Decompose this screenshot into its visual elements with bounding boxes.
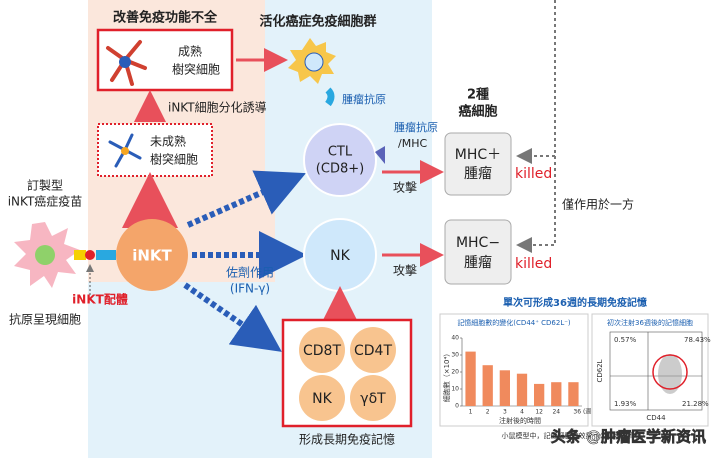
memory-title: 形成長期免疫記憶 bbox=[299, 432, 395, 447]
x-tick-label: 24 bbox=[552, 409, 560, 416]
arrow bbox=[183, 282, 282, 352]
memory-cell-label: NK bbox=[312, 391, 332, 407]
memory-cell bbox=[350, 327, 396, 373]
immature-box bbox=[97, 123, 213, 177]
attack-label: 攻擊 bbox=[393, 180, 417, 195]
arrow bbox=[186, 170, 306, 228]
inset-xlabel: 注射後的時間 bbox=[499, 416, 541, 425]
y-tick-label: 0 bbox=[455, 403, 459, 410]
mhc-neg-label: 腫瘤 bbox=[464, 254, 492, 271]
inkt-cell bbox=[116, 219, 188, 291]
mature-label: 樹突細胞 bbox=[172, 62, 220, 77]
differentiation-label: iNKT細胞分化誘導 bbox=[168, 101, 267, 115]
mhc-pos-label: 腫瘤 bbox=[464, 165, 492, 182]
ligand-label: iNKT配體 bbox=[72, 292, 128, 307]
ctl-label: (CD8+) bbox=[316, 162, 364, 177]
scatter-xlabel: CD44 bbox=[646, 414, 666, 422]
apc-nucleus bbox=[35, 245, 55, 265]
y-tick-label: 30 bbox=[451, 352, 459, 359]
improve-title: 改善免疫功能不全 bbox=[113, 10, 218, 26]
x-tick-label: 36 (週) bbox=[573, 408, 593, 416]
x-tick-label: 2 bbox=[486, 409, 490, 416]
bar bbox=[482, 365, 493, 406]
antigen-mhc-label: 腫瘤抗原 bbox=[394, 120, 438, 134]
memory-cell-label: CD4T bbox=[354, 343, 392, 359]
memory-cell bbox=[299, 375, 345, 421]
bar bbox=[534, 383, 545, 406]
vaccine-label: iNKT癌症疫苗 bbox=[8, 194, 83, 209]
memory-cell bbox=[350, 375, 396, 421]
nucleus bbox=[304, 52, 324, 72]
bar bbox=[499, 370, 510, 406]
bar bbox=[551, 382, 562, 406]
x-tick-label: 12 bbox=[535, 409, 543, 416]
killed-label: killed bbox=[515, 256, 552, 272]
mhc-neg-label: MHC− bbox=[456, 235, 500, 251]
y-tick-label: 20 bbox=[451, 369, 459, 376]
killed-label: killed bbox=[515, 166, 552, 182]
antigen-mhc-label: /MHC bbox=[398, 137, 427, 150]
immature-cell-icon bbox=[108, 133, 142, 168]
memory-cell-label: γδT bbox=[360, 391, 386, 407]
inset-ylabel: 細胞數（×10⁴） bbox=[442, 350, 451, 403]
quadrant-label: 1.93% bbox=[614, 400, 637, 408]
memory-cell-label: CD8T bbox=[303, 343, 341, 359]
quadrant-label: 78.43% bbox=[684, 336, 711, 344]
inkt-label: iNKT bbox=[132, 247, 172, 265]
mhc-pos-label: MHC＋ bbox=[455, 147, 501, 163]
scatter-ylabel: CD62L bbox=[596, 359, 604, 382]
y-tick-label: 10 bbox=[451, 386, 459, 393]
quadrant-label: 21.28% bbox=[682, 400, 709, 408]
inset-panel bbox=[439, 313, 589, 427]
memory-cell bbox=[299, 327, 345, 373]
tcr-icon bbox=[375, 146, 385, 164]
inset-left-title: 記憶細胞數的變化(CD44⁺ CD62L⁻) bbox=[457, 318, 571, 327]
immature-label: 未成熟 bbox=[150, 134, 186, 149]
ligand-icon bbox=[85, 250, 95, 260]
nk-label: NK bbox=[330, 248, 350, 264]
mature-box bbox=[96, 28, 234, 92]
inset-panel bbox=[591, 313, 709, 427]
x-tick-label: 4 bbox=[520, 409, 524, 416]
x-tick-label: 1 bbox=[469, 409, 473, 416]
watermark: 头条 @肿瘤医学新资讯 bbox=[551, 428, 706, 446]
scatter-frame bbox=[609, 331, 703, 411]
inset-right-title: 初次注射36週後的記憶細胞 bbox=[607, 318, 693, 327]
cancer-types-label: 癌細胞 bbox=[458, 104, 497, 120]
tumor-antigen-label: 腫瘤抗原 bbox=[342, 92, 386, 106]
mhc-pos-box bbox=[444, 132, 512, 196]
attack-label: 攻擊 bbox=[393, 263, 417, 278]
ctl-label: CTL bbox=[328, 145, 353, 160]
bar bbox=[568, 382, 579, 406]
bar bbox=[465, 351, 476, 406]
mature-cell-icon bbox=[106, 40, 147, 86]
inset-caption: 小鼠模型中，記憶細胞數效果（公司內部資料） bbox=[502, 431, 649, 440]
ligand-icon bbox=[74, 250, 86, 260]
ctl-cell bbox=[303, 123, 377, 197]
mature-label: 成熟 bbox=[178, 44, 202, 59]
activate-title: 活化癌症免疫細胞群 bbox=[259, 14, 376, 30]
bar bbox=[516, 373, 528, 406]
one-side-label: 僅作用於一方 bbox=[562, 197, 634, 212]
scatter-cloud bbox=[658, 354, 682, 394]
receptor-icon bbox=[96, 250, 116, 260]
quadrant-label: 0.57% bbox=[614, 336, 637, 344]
y-tick-label: 40 bbox=[451, 335, 459, 342]
highlight-circle bbox=[652, 354, 688, 390]
vaccine-label: 訂製型 bbox=[27, 178, 63, 193]
adjuvant-label: (IFN-γ) bbox=[230, 282, 270, 296]
x-tick-label: 3 bbox=[503, 409, 507, 416]
apc-label: 抗原呈現細胞 bbox=[9, 312, 81, 327]
cancer-types-label: 2種 bbox=[467, 87, 489, 103]
antigen-icon bbox=[325, 87, 335, 107]
adjuvant-label: 佐劑作用 bbox=[226, 265, 274, 280]
mhc-neg-box bbox=[444, 219, 512, 285]
inset-title: 單次可形成36週的長期免疫記憶 bbox=[503, 296, 647, 309]
immature-label: 樹突細胞 bbox=[150, 152, 198, 167]
